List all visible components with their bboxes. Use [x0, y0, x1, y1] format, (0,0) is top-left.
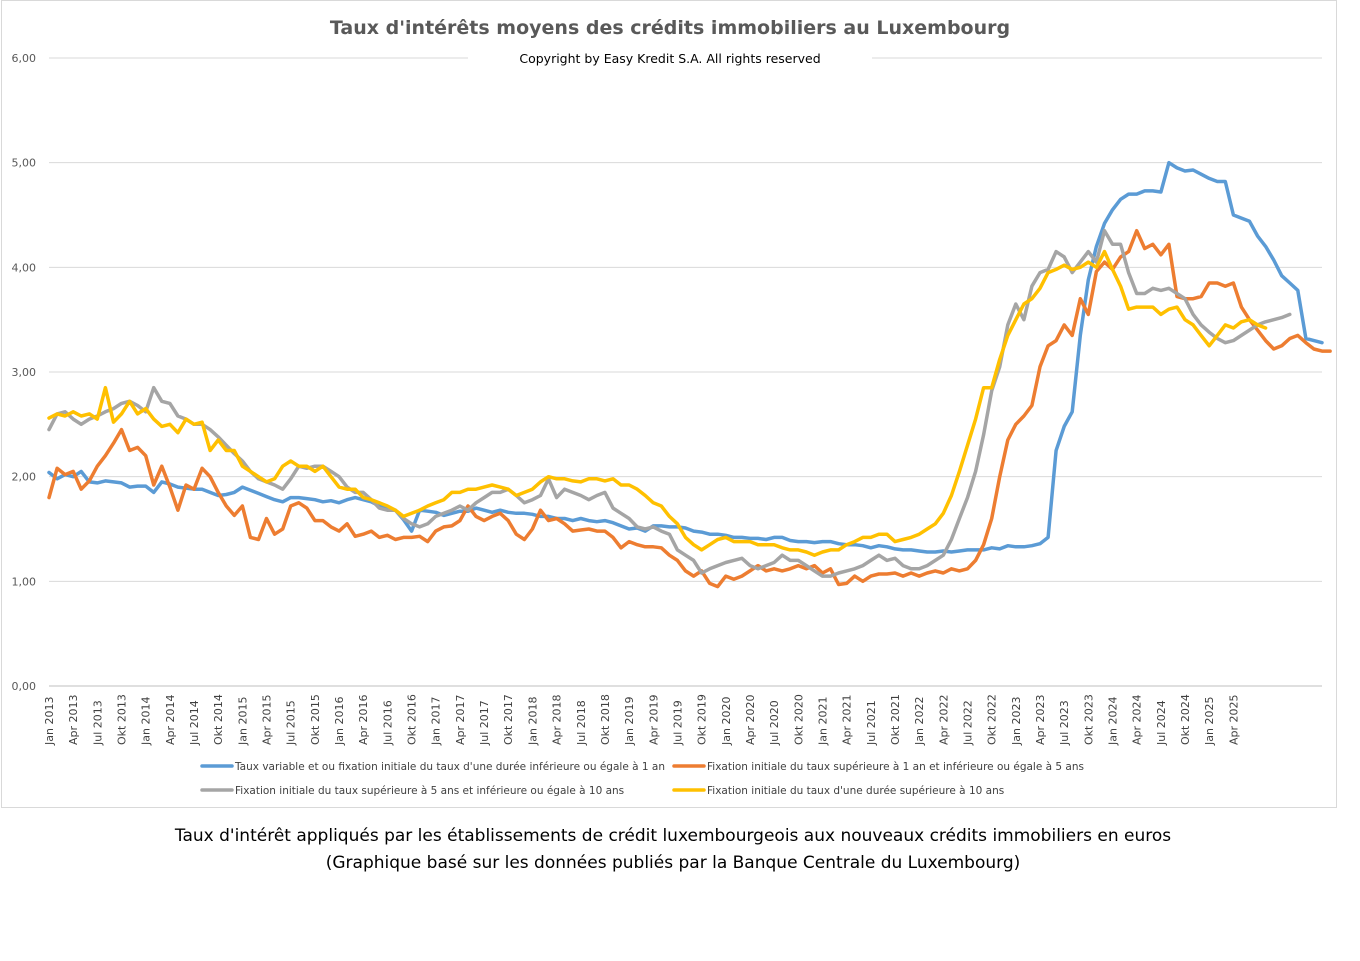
- x-tick-label: Jan 2024: [1107, 697, 1120, 746]
- chart-subtitle: Copyright by Easy Kredit S.A. All rights…: [519, 51, 820, 66]
- x-tick-label: Okt 2024: [1179, 694, 1192, 745]
- series-line-4: [47, 249, 1268, 557]
- line-chart: Taux d'intérêts moyens des crédits immob…: [12, 17, 1332, 797]
- x-tick-label: Jan 2021: [816, 697, 829, 746]
- x-tick-label: Okt 2018: [599, 694, 612, 745]
- y-tick-label: 0,00: [12, 680, 37, 693]
- x-tick-label: Apr 2023: [1034, 694, 1047, 745]
- legend-label: Fixation initiale du taux supérieure à 1…: [707, 761, 1084, 773]
- x-tick-label: Jan 2018: [526, 697, 539, 746]
- x-tick-label: Okt 2019: [696, 694, 709, 745]
- y-tick-label: 6,00: [12, 52, 37, 65]
- y-tick-label: 3,00: [12, 366, 37, 379]
- x-tick-label: Apr 2021: [841, 694, 854, 745]
- x-tick-label: Jan 2017: [430, 697, 443, 746]
- series-line-3: [47, 228, 1292, 578]
- x-tick-label: Jul 2019: [671, 700, 684, 746]
- x-tick-label: Okt 2014: [212, 694, 225, 745]
- x-tick-label: Okt 2015: [309, 694, 322, 745]
- x-tick-label: Okt 2020: [792, 694, 805, 745]
- legend: Taux variable et ou fixation initiale du…: [200, 761, 1084, 797]
- x-tick-label: Apr 2018: [551, 694, 564, 745]
- x-tick-label: Apr 2025: [1227, 694, 1240, 745]
- y-tick-label: 5,00: [12, 157, 37, 170]
- x-tick-label: Jan 2023: [1010, 697, 1023, 746]
- y-tick-label: 2,00: [12, 471, 37, 484]
- x-tick-label: Jan 2013: [43, 697, 56, 746]
- x-tick-label: Apr 2024: [1131, 694, 1144, 745]
- chart-title: Taux d'intérêts moyens des crédits immob…: [330, 17, 1010, 39]
- x-tick-label: Jul 2018: [575, 700, 588, 746]
- x-tick-label: Apr 2019: [647, 694, 660, 745]
- x-tick-label: Jul 2016: [381, 700, 394, 746]
- x-tick-label: Jul 2013: [91, 700, 104, 746]
- gridlines: [49, 57, 1322, 687]
- y-tick-label: 1,00: [12, 575, 37, 588]
- y-axis-ticks: 0,00 1,00 2,00 3,00 4,00 5,00 6,00: [12, 52, 37, 693]
- x-tick-label: Okt 2017: [502, 694, 515, 745]
- x-tick-label: Jul 2015: [285, 700, 298, 746]
- x-tick-label: Jan 2020: [720, 697, 733, 746]
- legend-label: Taux variable et ou fixation initiale du…: [234, 761, 665, 773]
- x-tick-label: Jul 2014: [188, 700, 201, 746]
- x-tick-label: Jul 2020: [768, 700, 781, 746]
- x-tick-label: Jan 2022: [913, 697, 926, 746]
- x-tick-label: Jul 2022: [961, 700, 974, 746]
- x-tick-label: Apr 2016: [357, 694, 370, 745]
- caption-line-2: (Graphique basé sur les données publiés …: [325, 853, 1021, 873]
- x-axis-ticks: Jan 2013 Apr 2013 Jul 2013 Okt 2013 Jan 2014…: [43, 694, 1240, 746]
- x-tick-label: Jan 2025: [1203, 697, 1216, 746]
- subtitle-background: [468, 47, 872, 69]
- x-tick-label: Jul 2024: [1155, 700, 1168, 746]
- series-lines: [47, 160, 1332, 589]
- legend-label: Fixation initiale du taux d'une durée su…: [707, 785, 1004, 797]
- x-tick-label: Apr 2017: [454, 694, 467, 745]
- legend-label: Fixation initiale du taux supérieure à 5…: [235, 785, 624, 797]
- x-tick-label: Okt 2021: [889, 694, 902, 745]
- y-tick-label: 4,00: [12, 261, 37, 274]
- x-tick-label: Okt 2023: [1082, 694, 1095, 745]
- x-tick-label: Apr 2013: [67, 694, 80, 745]
- caption-line-1: Taux d'intérêt appliqués par les établis…: [174, 826, 1172, 846]
- x-tick-label: Jan 2014: [140, 697, 153, 746]
- x-tick-label: Apr 2020: [744, 694, 757, 745]
- x-tick-label: Jan 2015: [236, 697, 249, 746]
- x-tick-label: Jul 2021: [865, 700, 878, 746]
- x-tick-label: Okt 2013: [116, 694, 129, 745]
- series-line-2: [47, 228, 1332, 589]
- x-tick-label: Okt 2016: [406, 694, 419, 745]
- x-tick-label: Okt 2022: [986, 694, 999, 745]
- x-tick-label: Jul 2017: [478, 700, 491, 746]
- chart-frame: Taux d'intérêts moyens des crédits immob…: [1, 0, 1337, 808]
- x-tick-label: Jan 2016: [333, 697, 346, 746]
- x-tick-label: Jan 2019: [623, 697, 636, 746]
- x-tick-label: Jul 2023: [1058, 700, 1071, 746]
- x-tick-label: Apr 2022: [937, 694, 950, 745]
- x-tick-label: Apr 2015: [261, 694, 274, 745]
- series-line-1: [47, 160, 1324, 554]
- x-tick-label: Apr 2014: [164, 694, 177, 745]
